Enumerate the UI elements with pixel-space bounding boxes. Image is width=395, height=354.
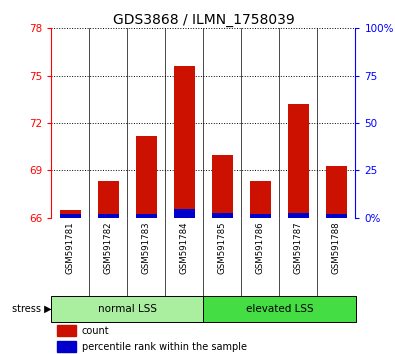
Bar <box>212 213 233 218</box>
Bar <box>174 66 195 218</box>
Bar <box>288 213 309 218</box>
Title: GDS3868 / ILMN_1758039: GDS3868 / ILMN_1758039 <box>113 13 294 27</box>
Bar <box>136 136 157 218</box>
Bar <box>212 155 233 218</box>
Bar <box>98 214 119 218</box>
Text: GSM591783: GSM591783 <box>142 222 151 274</box>
Text: stress ▶: stress ▶ <box>12 304 51 314</box>
Text: GSM591784: GSM591784 <box>180 222 189 274</box>
Text: count: count <box>82 326 109 336</box>
Bar <box>57 341 76 353</box>
Bar <box>57 325 76 336</box>
Text: GSM591782: GSM591782 <box>104 222 113 274</box>
Bar <box>60 210 81 218</box>
Bar <box>98 181 119 218</box>
Bar <box>326 166 347 218</box>
Bar <box>326 214 347 218</box>
Text: GSM591781: GSM591781 <box>66 222 75 274</box>
Bar <box>174 209 195 218</box>
FancyBboxPatch shape <box>203 296 356 322</box>
Bar <box>250 181 271 218</box>
FancyBboxPatch shape <box>51 296 203 322</box>
Text: elevated LSS: elevated LSS <box>246 304 313 314</box>
Bar <box>60 214 81 218</box>
Text: normal LSS: normal LSS <box>98 304 157 314</box>
Text: GSM591785: GSM591785 <box>218 222 227 274</box>
Text: GSM591787: GSM591787 <box>294 222 303 274</box>
Text: GSM591786: GSM591786 <box>256 222 265 274</box>
Bar <box>250 214 271 218</box>
Bar <box>136 214 157 218</box>
Bar <box>288 104 309 218</box>
Text: GSM591788: GSM591788 <box>332 222 341 274</box>
Text: percentile rank within the sample: percentile rank within the sample <box>82 342 247 352</box>
